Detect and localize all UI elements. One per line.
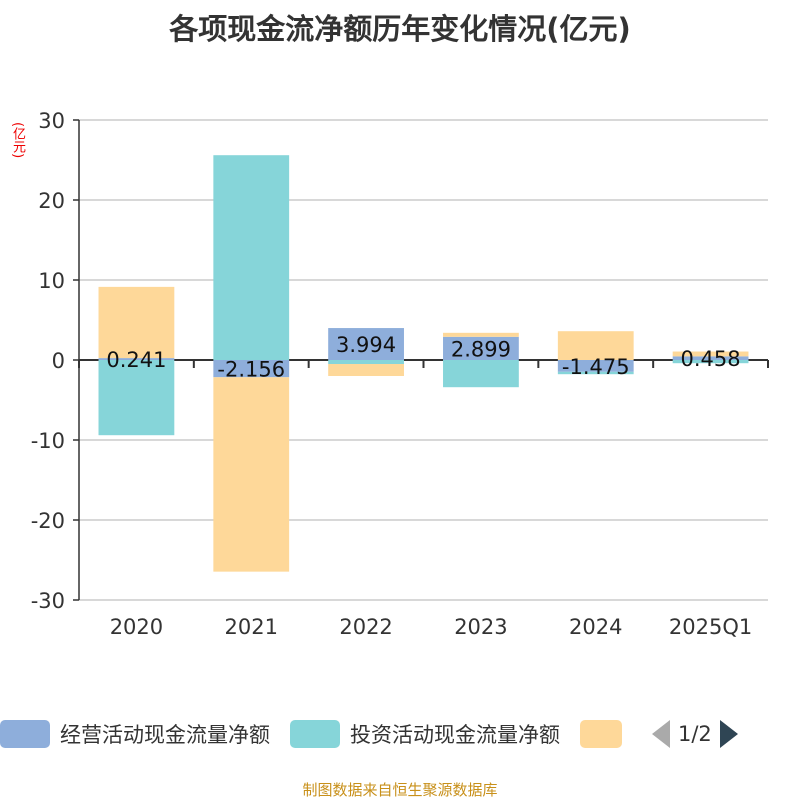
chart-area: 30 20 10 0 -10 -20 -30 2020 2021 2022 2023 2024 2025… (31, 109, 769, 639)
data-label: 0.241 (106, 348, 166, 372)
bar-2022-s2 (328, 364, 404, 376)
legend-item-operating[interactable]: 经营活动现金流量净额 (0, 719, 270, 749)
legend-swatch (290, 720, 340, 748)
bar-2025Q1-s0 (672, 356, 749, 360)
bar-2021-s0 (213, 360, 290, 378)
bar-2023-s1 (443, 360, 519, 388)
legend: 经营活动现金流量净额 投资活动现金流量净额 1/2 (0, 718, 738, 750)
bar-2025Q1-s1 (672, 360, 749, 364)
legend-swatch (580, 720, 622, 748)
x-tick-label: 2022 (339, 615, 392, 639)
next-page-icon[interactable] (719, 720, 738, 748)
y-tick-label: 10 (38, 269, 65, 293)
data-source: 制图数据来自恒生聚源数据库 (302, 781, 498, 799)
data-label: 0.458 (681, 347, 741, 371)
y-tick-label: -10 (31, 429, 65, 453)
legend-pager: 1/2 (652, 720, 738, 748)
x-tick-label: 2023 (454, 615, 507, 639)
bar-2021-s1 (213, 155, 290, 360)
data-label: -1.475 (562, 355, 630, 379)
legend-label: 经营活动现金流量净额 (60, 723, 270, 747)
x-tick-label: 2024 (569, 615, 622, 639)
bar-2022-s1 (328, 360, 404, 364)
bar-2024-s1 (557, 371, 634, 375)
chart-title: 各项现金流净额历年变化情况(亿元) (169, 12, 631, 46)
y-tick-label: 30 (38, 109, 65, 133)
bar-2020-s1 (98, 360, 175, 436)
legend-swatch (0, 720, 50, 748)
y-tick-label: 0 (52, 349, 65, 373)
y-tick-label: -30 (31, 589, 65, 613)
y-tick-label: 20 (38, 189, 65, 213)
legend-page-number: 1/2 (678, 722, 712, 746)
x-tick-label: 2021 (225, 615, 278, 639)
data-label: -2.156 (217, 358, 285, 382)
bar-2023-s2 (443, 332, 519, 337)
legend-item-financing[interactable] (580, 720, 632, 748)
bar-2021-s2 (213, 377, 290, 572)
bar-2025Q1-s2 (672, 351, 749, 357)
bar-2024-s0 (557, 360, 634, 372)
bar-2024-s2 (557, 331, 634, 360)
bar-2022-s0 (328, 328, 404, 360)
y-axis-unit: (亿元) (10, 122, 25, 159)
data-label: 2.899 (451, 337, 511, 361)
data-label: 3.994 (336, 333, 396, 357)
bar-2020-s2 (98, 286, 175, 359)
x-tick-label: 2020 (110, 615, 163, 639)
bar-2023-s0 (443, 336, 519, 360)
y-tick-label: -20 (31, 509, 65, 533)
prev-page-icon[interactable] (652, 720, 670, 748)
legend-label: 投资活动现金流量净额 (350, 723, 560, 747)
bar-2020-s0 (98, 358, 175, 360)
x-tick-label: 2025Q1 (669, 615, 752, 639)
legend-item-investing[interactable]: 投资活动现金流量净额 (290, 719, 560, 749)
